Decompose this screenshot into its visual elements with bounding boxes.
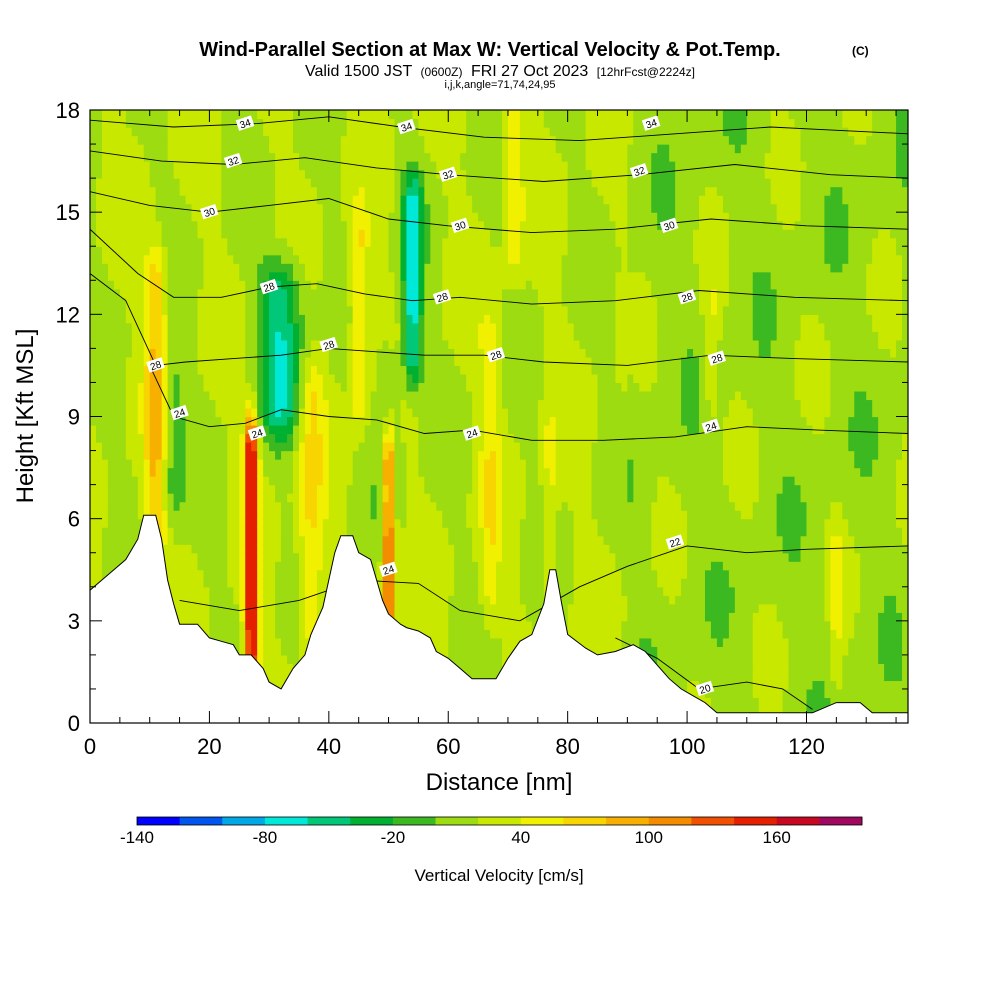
colorbar-swatch	[648, 817, 692, 825]
y-tick-label: 15	[56, 200, 80, 225]
isotherm-label: 22	[665, 534, 685, 550]
isotherm-label: 32	[629, 163, 649, 179]
colorbar-swatch	[520, 817, 564, 825]
x-tick-label: 80	[555, 734, 579, 759]
y-tick-label: 6	[68, 507, 80, 532]
colorbar-swatch	[563, 817, 607, 825]
x-tick-label: 60	[436, 734, 460, 759]
y-tick-label: 9	[68, 405, 80, 430]
isotherm-30	[90, 191, 908, 234]
isotherm-label: 24	[462, 425, 482, 441]
valid-prefix: Valid 1500 JST	[305, 63, 413, 80]
isotherm-label: 32	[438, 166, 458, 183]
valid-zulu: (0600Z)	[420, 65, 462, 79]
axes: 0 20 40 60 80 100 120 0 3 6 9 12 15 18	[56, 98, 908, 759]
isotherm-label: 20	[695, 680, 715, 697]
x-tick-label: 40	[317, 734, 341, 759]
x-tick-label: 120	[788, 734, 825, 759]
isotherm-label: 24	[701, 418, 721, 435]
isotherm-22	[179, 545, 908, 622]
colorbar-swatch	[307, 817, 351, 825]
colorbar-swatch	[179, 817, 223, 825]
isotherm-labels: 34 34 34 32 32 32 30 30 30 28 28 28 28 28 28 28 24 24 24 24…	[146, 115, 727, 697]
y-tick-label: 18	[56, 98, 80, 123]
isotherm-label: 30	[659, 217, 679, 234]
colorbar-swatch	[264, 817, 308, 825]
isotherm-label: 28	[486, 347, 506, 363]
colorbar-swatch	[734, 817, 778, 825]
colorbar-swatch	[478, 817, 522, 825]
isotherm-20	[615, 637, 813, 710]
terrain	[90, 514, 908, 723]
isotherm-34	[90, 116, 908, 142]
isotherm-label: 28	[677, 289, 697, 305]
isotherm-26	[90, 273, 908, 366]
colorbar-swatch	[222, 817, 266, 825]
colorbar-swatch	[606, 817, 650, 825]
colorbar-tick-label: 100	[635, 828, 663, 847]
x-axis-label: Distance [nm]	[426, 769, 573, 796]
isotherm-label: 24	[170, 404, 189, 421]
isotherm-label: 34	[397, 118, 416, 135]
colorbar-tick-label: 160	[763, 828, 791, 847]
chart-title: Wind-Parallel Section at Max W: Vertical…	[199, 39, 780, 61]
isotherm-label: 34	[641, 115, 661, 132]
colorbar-swatch	[691, 817, 735, 825]
isotherm-label: 24	[247, 425, 267, 441]
colorbar-tick-label: -20	[381, 828, 406, 847]
isotherm-label: 28	[319, 336, 338, 353]
x-tick-label: 100	[669, 734, 706, 759]
colorbar-tick-label: 40	[511, 828, 530, 847]
colorbar-swatch	[392, 817, 436, 825]
colorbar-swatch	[435, 817, 479, 825]
title-mark: (C)	[852, 44, 869, 58]
colorbar-tick-label: -80	[253, 828, 278, 847]
colorbar-swatch	[350, 817, 394, 825]
isotherm-label: 34	[235, 115, 255, 132]
colorbar-tick-label: -140	[120, 828, 154, 847]
isotherm-label: 30	[199, 204, 219, 220]
indices-line: i,j,k,angle=71,74,24,95	[444, 79, 555, 91]
x-tick-label: 20	[197, 734, 221, 759]
isotherm-label: 28	[432, 289, 452, 305]
forecast-info: [12hrFcst@2224z]	[597, 65, 695, 79]
y-tick-label: 3	[68, 609, 80, 634]
isotherm-label: 28	[259, 278, 279, 295]
velocity-field	[90, 110, 908, 723]
y-tick-label: 0	[68, 711, 80, 736]
valid-line: Valid 1500 JST (0600Z) FRI 27 Oct 2023 […	[305, 63, 695, 80]
x-tick-label: 0	[84, 734, 96, 759]
isotherm-label: 28	[146, 357, 165, 373]
plot-area: 34 34 34 32 32 32 30 30 30 28 28 28 28 28 28 28 24 24 24 24…	[90, 110, 908, 723]
colorbar-label: Vertical Velocity [cm/s]	[414, 866, 583, 885]
valid-date: FRI 27 Oct 2023	[471, 63, 588, 80]
colorbar-swatch	[819, 817, 863, 825]
y-tick-label: 12	[56, 302, 80, 327]
isotherm-label: 24	[379, 561, 398, 578]
colorbar-ticks: -140 -80 -20 40 100 160	[120, 828, 791, 847]
isotherm-label: 28	[707, 350, 727, 367]
isotherm-24	[149, 365, 908, 441]
colorbar-swatch	[137, 817, 181, 825]
isotherm-label: 32	[223, 152, 243, 169]
y-axis-label: Height [Kft MSL]	[12, 329, 39, 504]
colorbar	[136, 816, 863, 826]
colorbar-swatch	[776, 817, 820, 825]
isotherm-label: 30	[450, 217, 470, 234]
